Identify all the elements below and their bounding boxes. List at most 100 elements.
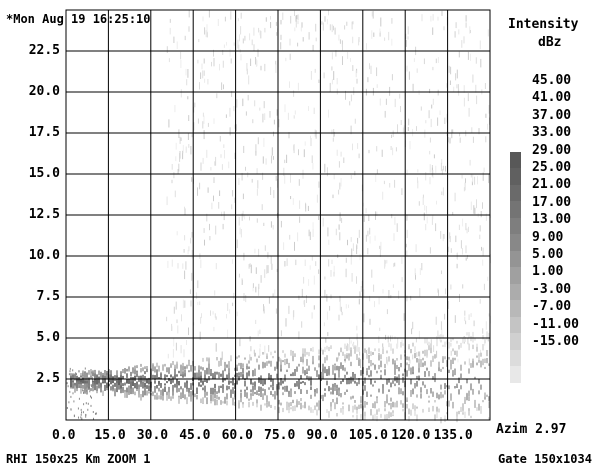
- clutter-echo: [484, 342, 486, 346]
- clutter-echo: [375, 211, 376, 220]
- band-cell: [242, 367, 244, 374]
- clutter-echo: [304, 141, 306, 146]
- clutter-echo: [487, 276, 489, 281]
- clutter-echo: [418, 330, 420, 340]
- band-cell: [146, 385, 148, 389]
- band-cell: [446, 385, 448, 388]
- clutter-echo: [335, 228, 337, 236]
- clutter-echo: [201, 63, 203, 70]
- band-cell: [170, 363, 172, 367]
- clutter-echo: [414, 268, 416, 276]
- band-cell: [270, 351, 272, 356]
- band-cell: [120, 382, 122, 386]
- clutter-echo: [269, 111, 271, 118]
- clutter-echo: [211, 202, 213, 210]
- band-cell: [326, 345, 328, 350]
- band-cell: [312, 355, 314, 362]
- clutter-echo: [222, 60, 224, 68]
- clutter-echo: [462, 218, 464, 227]
- band-cell: [410, 390, 412, 396]
- band-cell: [268, 373, 270, 378]
- band-cell: [182, 392, 184, 398]
- band-cell: [262, 365, 264, 369]
- band-cell: [366, 401, 368, 405]
- clutter-echo: [184, 235, 186, 241]
- clutter-echo: [365, 234, 367, 242]
- clutter-echo: [355, 70, 357, 78]
- clutter-echo: [176, 41, 178, 49]
- band-cell: [368, 357, 370, 364]
- clutter-echo: [410, 295, 412, 301]
- clutter-echo: [429, 88, 431, 94]
- band-cell: [384, 414, 386, 420]
- band-cell: [96, 385, 98, 391]
- clutter-echo: [213, 195, 214, 202]
- band-cell: [286, 403, 288, 411]
- clutter-echo: [469, 159, 471, 166]
- band-cell: [364, 411, 366, 417]
- clutter-echo: [257, 330, 259, 337]
- clutter-echo: [482, 202, 483, 209]
- band-cell: [488, 363, 490, 366]
- legend-value: 9.00: [532, 229, 564, 245]
- clutter-echo: [340, 151, 342, 157]
- band-cell: [184, 369, 186, 374]
- band-cell: [344, 367, 346, 372]
- band-cell: [372, 416, 374, 420]
- clutter-echo: [412, 321, 414, 330]
- band-cell: [212, 389, 214, 392]
- clutter-echo: [455, 73, 457, 81]
- clutter-echo: [258, 248, 260, 257]
- band-cell: [458, 345, 460, 350]
- legend-swatch: [510, 283, 521, 301]
- band-cell: [170, 379, 172, 385]
- band-cell: [406, 370, 408, 377]
- clutter-echo: [249, 354, 251, 361]
- band-cell: [180, 392, 182, 400]
- clutter-echo: [201, 313, 202, 319]
- band-cell: [434, 373, 436, 376]
- legend-value: 1.00: [532, 264, 564, 280]
- band-cell: [216, 394, 218, 400]
- band-cell: [202, 367, 204, 371]
- clutter-echo: [212, 311, 214, 315]
- band-cell: [282, 360, 284, 363]
- clutter-echo: [200, 316, 202, 324]
- band-cell: [426, 367, 428, 371]
- clutter-echo: [376, 84, 378, 88]
- clutter-echo: [202, 16, 204, 22]
- band-cell: [202, 380, 204, 385]
- band-cell: [294, 383, 296, 387]
- band-cell: [320, 372, 322, 377]
- band-cell: [112, 385, 114, 390]
- clutter-echo: [431, 216, 433, 225]
- band-cell: [424, 361, 426, 366]
- band-cell: [226, 393, 228, 400]
- clutter-echo: [418, 201, 420, 206]
- band-cell: [462, 338, 464, 341]
- band-cell: [114, 389, 116, 397]
- band-cell: [80, 380, 82, 384]
- clutter-echo: [185, 146, 187, 153]
- band-cell: [424, 349, 426, 357]
- clutter-echo: [406, 169, 408, 176]
- band-cell: [264, 379, 266, 385]
- band-cell: [290, 388, 292, 392]
- band-cell: [274, 366, 276, 370]
- clutter-echo: [202, 112, 204, 117]
- band-cell: [182, 366, 184, 371]
- band-cell: [384, 401, 386, 408]
- band-cell: [258, 377, 260, 383]
- x-tick-label: 60.0: [221, 428, 253, 443]
- clutter-echo: [178, 129, 180, 138]
- band-cell: [352, 343, 354, 347]
- clutter-echo: [215, 316, 217, 320]
- band-cell: [196, 373, 198, 377]
- clutter-echo: [286, 258, 288, 266]
- clutter-echo: [306, 295, 307, 303]
- band-cell: [210, 394, 212, 401]
- clutter-echo: [183, 249, 185, 253]
- clutter-echo: [458, 224, 460, 230]
- clutter-echo: [241, 172, 243, 181]
- clutter-echo: [285, 57, 287, 62]
